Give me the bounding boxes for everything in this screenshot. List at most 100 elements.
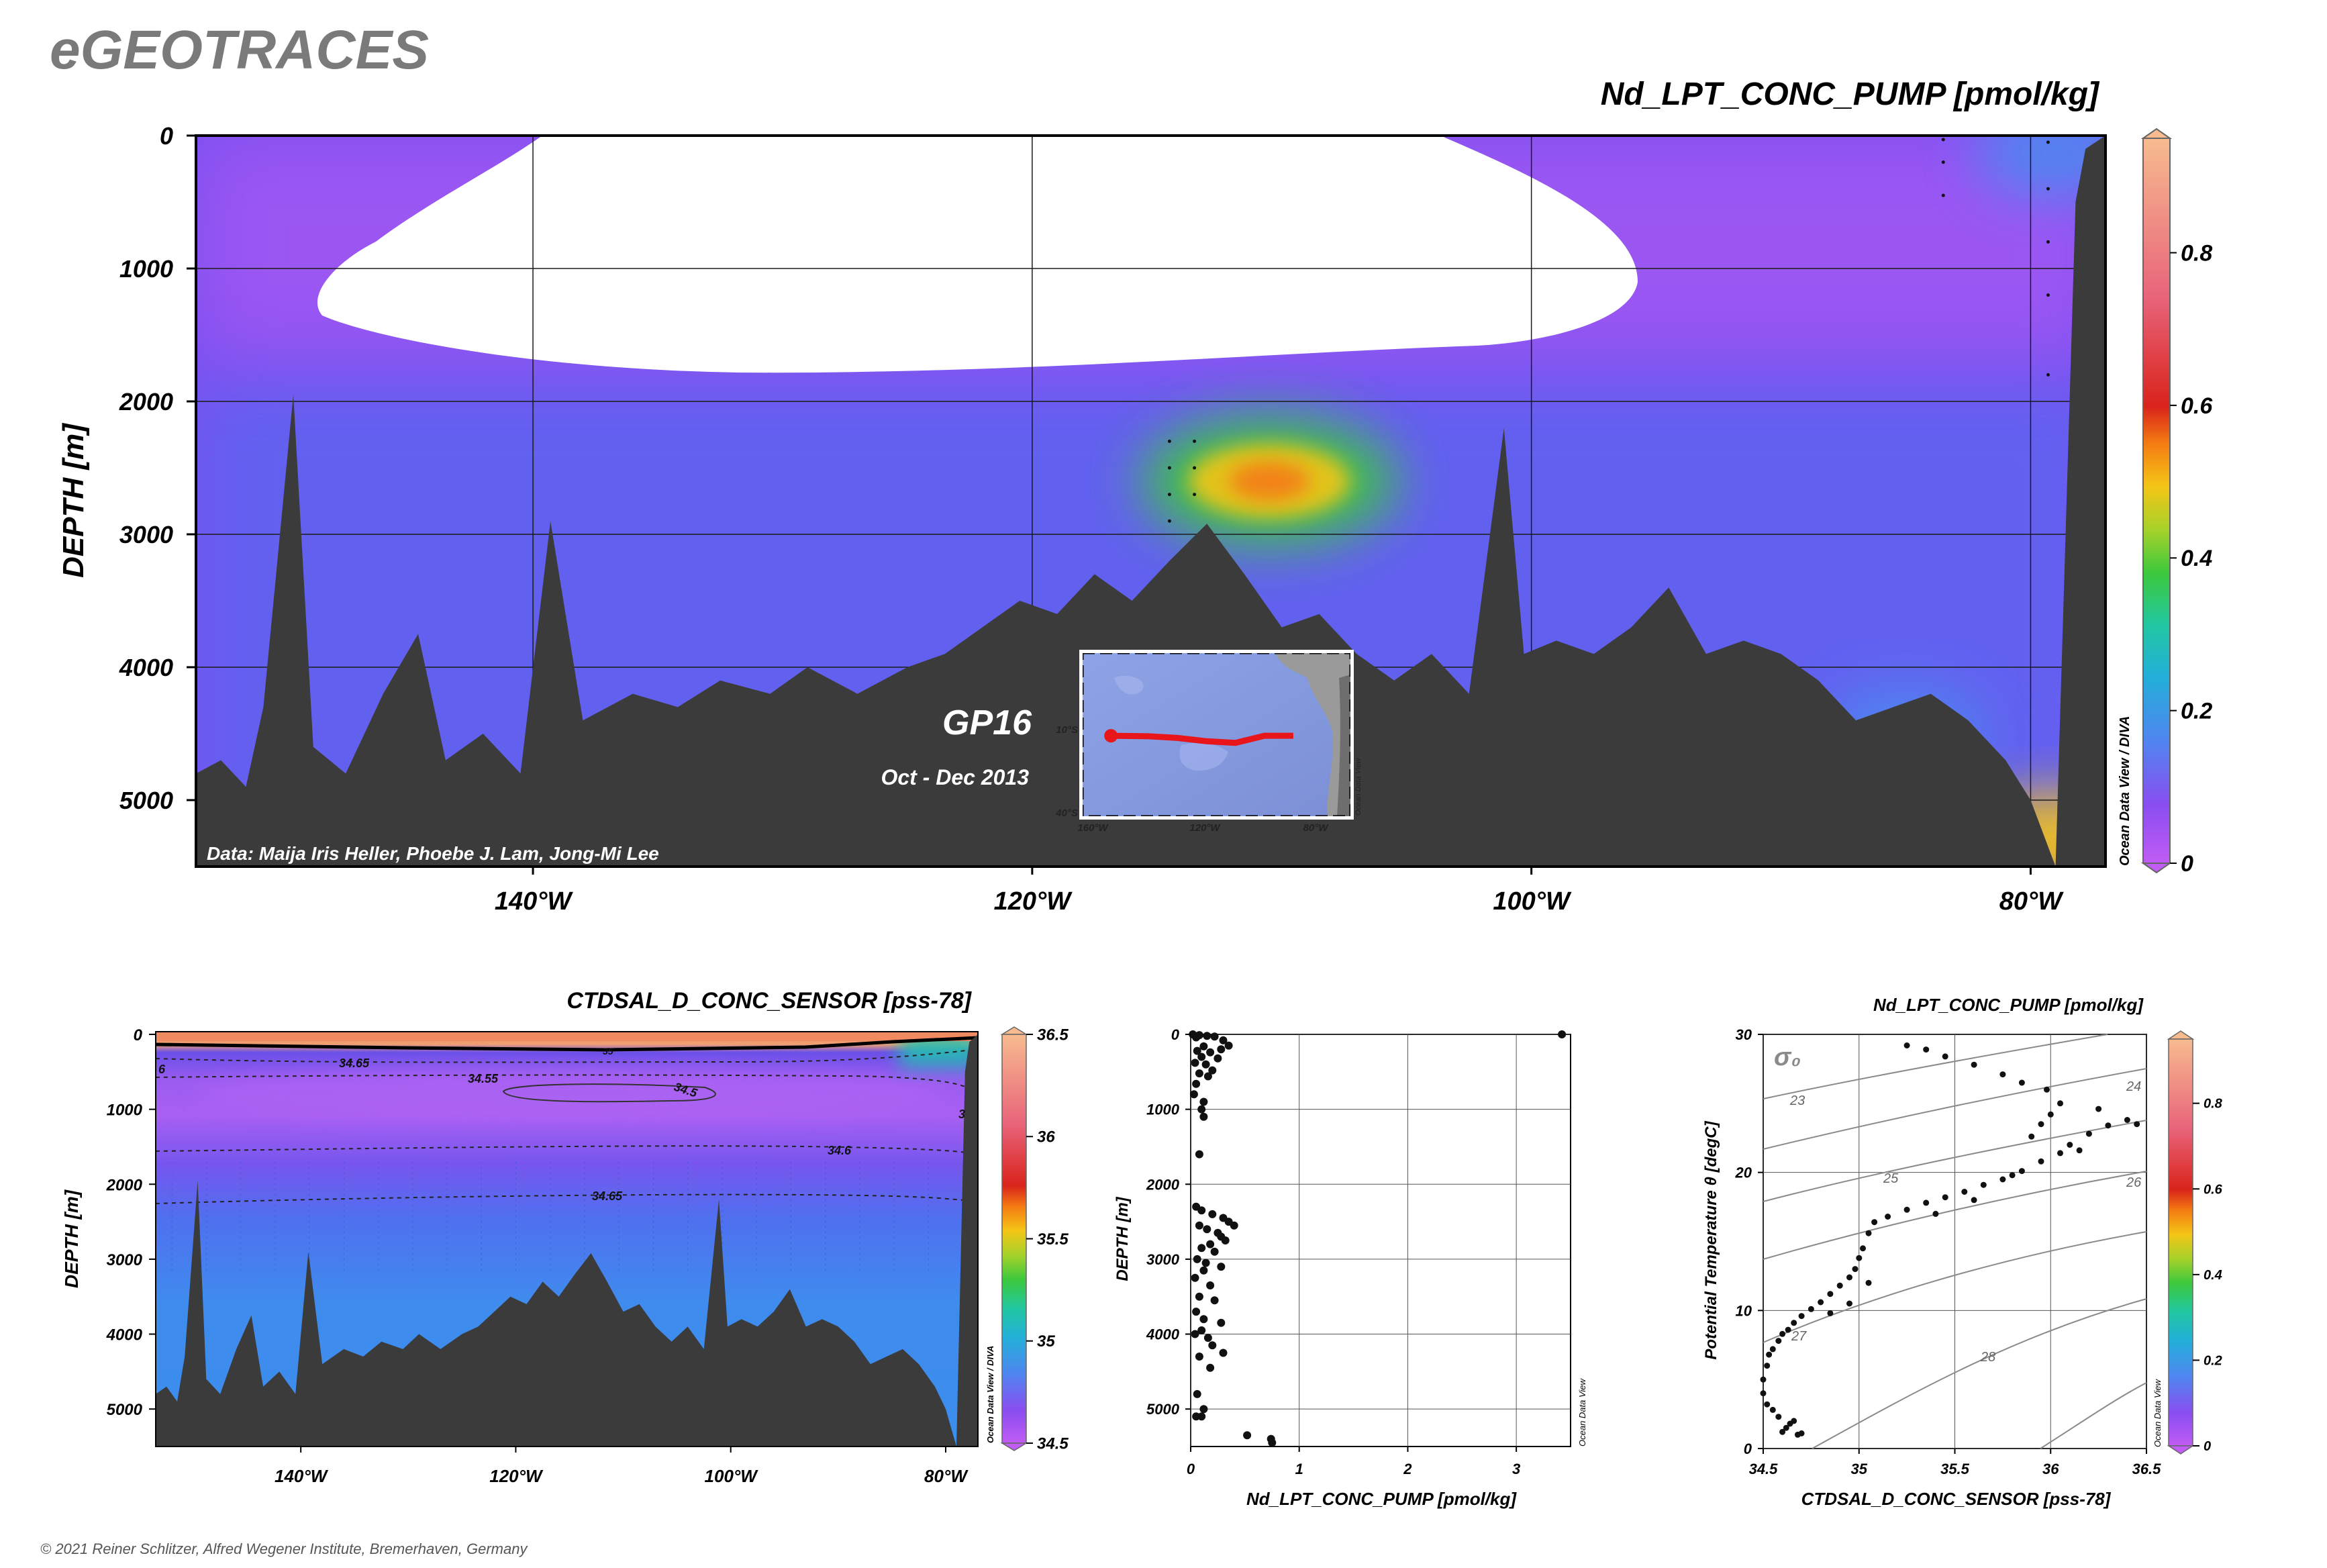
- isopycnal-line: [1763, 1171, 2147, 1260]
- data-point: [1206, 1240, 1215, 1248]
- salinity-contour-34-65-deep: [156, 1193, 974, 1204]
- main-credit: Data: Maija Iris Heller, Phoebe J. Lam, …: [207, 843, 659, 864]
- data-point: [1846, 1274, 1852, 1281]
- inset-bathymetry: [1114, 675, 1144, 695]
- field-feature: [1229, 462, 1310, 500]
- data-point: [1764, 1363, 1771, 1369]
- data-point: [1779, 1428, 1786, 1435]
- colorbar-tick-label: 0.2: [2204, 1353, 2222, 1368]
- data-point: [2076, 1147, 2083, 1154]
- field-feature: [1975, 136, 2106, 199]
- data-point: [2044, 1086, 2050, 1093]
- station-marker: [1941, 193, 1945, 197]
- data-point: [1558, 1030, 1567, 1038]
- y-tick-label: 10: [1736, 1302, 1752, 1319]
- data-point: [1199, 1042, 1208, 1050]
- station-marker: [1941, 160, 1945, 164]
- y-tick-label: 5000: [119, 787, 173, 814]
- data-point: [2105, 1122, 2112, 1129]
- y-tick-label: 1000: [107, 1101, 143, 1120]
- ts-isopycnal-label: 26: [2126, 1175, 2142, 1190]
- data-point: [2057, 1150, 2063, 1157]
- data-point: [2095, 1106, 2102, 1112]
- data-point: [1775, 1338, 1782, 1344]
- profile-x-axis-label: Nd_LPT_CONC_PUMP [pmol/kg]: [1246, 1489, 1517, 1509]
- data-point: [1923, 1046, 1930, 1053]
- data-point: [1818, 1299, 1824, 1306]
- data-point: [1191, 1059, 1199, 1067]
- data-point: [2028, 1133, 2035, 1140]
- data-point: [1203, 1072, 1212, 1081]
- profile-grid: [1190, 1034, 1571, 1447]
- y-tick-label: 3000: [107, 1251, 143, 1269]
- inset-track-start: [1104, 729, 1118, 743]
- inset-map: GP16 Oct - Dec 2013 10°S 40°S 160°W 120°…: [881, 650, 1363, 834]
- ts-isopycnal-label: 27: [1791, 1329, 1807, 1344]
- salinity-title: CTDSAL_D_CONC_SENSOR [pss-78]: [566, 988, 972, 1014]
- data-point: [1808, 1306, 1814, 1312]
- data-point: [1195, 1292, 1203, 1301]
- colorbar-tick-label: 36: [1037, 1128, 1055, 1146]
- data-point: [1191, 1273, 1199, 1282]
- ts-isopycnals: [1763, 1034, 2147, 1449]
- data-point: [1827, 1310, 1834, 1316]
- data-point: [1224, 1041, 1233, 1050]
- station-marker: [1193, 493, 1197, 497]
- ts-colorbar: 0 0.2 0.4 0.6 0.8: [2167, 1030, 2223, 1455]
- x-tick-label: 2: [1403, 1461, 1412, 1477]
- station-marker: [1167, 519, 1171, 523]
- data-point: [1230, 1221, 1238, 1230]
- data-point: [2009, 1172, 2016, 1179]
- data-point: [1193, 1389, 1201, 1398]
- data-point: [1193, 1046, 1201, 1055]
- profile-y-axis-label: DEPTH [m]: [1113, 1196, 1132, 1281]
- x-tick-label: 140°W: [275, 1466, 329, 1486]
- data-point: [1932, 1210, 1939, 1217]
- data-point: [1197, 1326, 1206, 1334]
- main-colorbar: 0 0.2 0.4 0.6 0.8: [2140, 128, 2213, 877]
- salinity-contour-label: 34.65: [339, 1057, 370, 1070]
- x-tick-label: 80°W: [924, 1466, 969, 1486]
- salinity-contour-label: 34.6: [828, 1144, 852, 1157]
- station-marker: [2046, 187, 2050, 191]
- data-point: [1199, 1405, 1208, 1414]
- x-tick-label: 34.5: [1749, 1461, 1779, 1477]
- x-tick-label: 35: [1851, 1461, 1868, 1477]
- data-point: [1971, 1197, 1977, 1204]
- data-point: [1217, 1263, 1226, 1271]
- salinity-y-axis-label: DEPTH [m]: [61, 1189, 82, 1288]
- isopycnal-line: [1763, 1068, 2147, 1150]
- data-point: [1210, 1296, 1219, 1305]
- main-chart-title: Nd_LPT_CONC_PUMP [pmol/kg]: [1601, 77, 2100, 112]
- data-point: [1856, 1255, 1863, 1261]
- station-marker: [2046, 293, 2050, 297]
- data-point: [2038, 1121, 2044, 1128]
- data-point: [1201, 1259, 1210, 1267]
- y-tick-label: 2000: [119, 388, 173, 415]
- station-marker: [2046, 373, 2050, 377]
- y-tick-label: 0: [1744, 1440, 1752, 1457]
- data-point: [2038, 1158, 2044, 1165]
- salinity-surface-layer: [156, 1032, 978, 1041]
- data-point: [1197, 1052, 1206, 1061]
- main-field: [196, 136, 2106, 867]
- x-tick-label: 140°W: [495, 887, 574, 916]
- main-colorbar-bar: [2142, 138, 2171, 864]
- data-point: [2134, 1121, 2140, 1128]
- inset-lon-label: 120°W: [1189, 822, 1221, 834]
- data-point: [1871, 1219, 1878, 1226]
- inset-cruise-track: [1111, 732, 1293, 746]
- copyright-notice: © 2021 Reiner Schlitzer, Alfred Wegener …: [40, 1540, 528, 1557]
- salinity-contour-34-55: [156, 1074, 967, 1088]
- station-marker: [1167, 439, 1171, 443]
- data-point: [1221, 1236, 1230, 1244]
- profile-plot: 0 1 2 3 0 1000 2000 3000 4000 5000 DEPTH [m] Nd_L…: [1113, 1026, 1587, 1509]
- ts-side-label: Ocean Data View: [2152, 1378, 2163, 1447]
- data-point: [1197, 1105, 1206, 1114]
- x-tick-label: 3: [1512, 1461, 1520, 1477]
- ts-isopycnal-label: 23: [1789, 1093, 1805, 1108]
- data-point: [1208, 1210, 1217, 1218]
- data-point: [1210, 1247, 1219, 1256]
- ts-isopycnal-label: 25: [1883, 1171, 1899, 1186]
- salinity-contour-label: 34.65: [592, 1189, 623, 1203]
